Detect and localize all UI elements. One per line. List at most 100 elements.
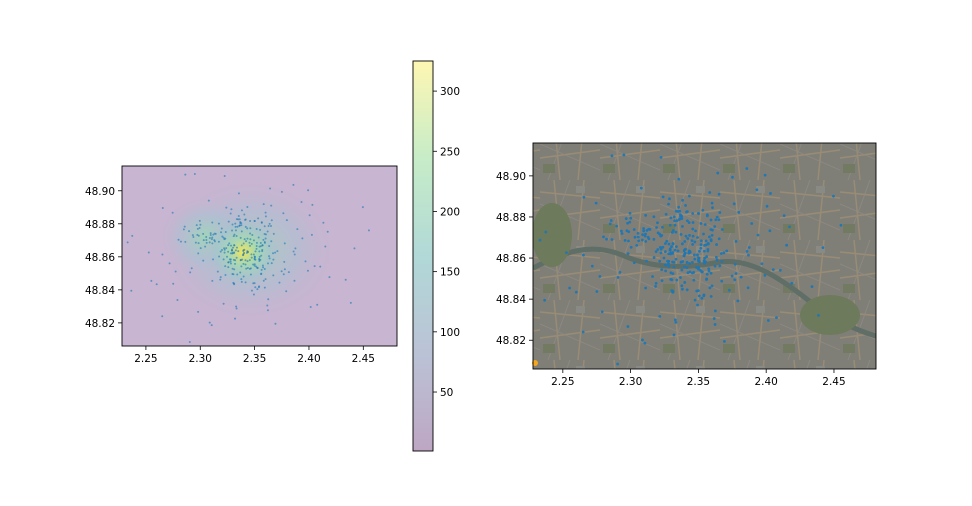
- left-data-point: [188, 341, 191, 344]
- right-data-point: [680, 217, 684, 220]
- left-data-point: [217, 222, 220, 225]
- left-data-point: [328, 276, 331, 279]
- right-data-point: [684, 234, 688, 238]
- left-data-point: [263, 241, 266, 244]
- right-data-point: [680, 284, 684, 288]
- left-data-point: [259, 228, 262, 231]
- left-data-point: [199, 247, 202, 250]
- left-data-point: [237, 214, 240, 217]
- right-data-point: [705, 213, 709, 217]
- left-data-point: [233, 268, 236, 271]
- left-data-point: [248, 259, 251, 262]
- right-data-point: [747, 246, 751, 249]
- left-data-point: [208, 321, 211, 324]
- right-data-point: [636, 235, 640, 239]
- left-data-point: [233, 251, 236, 254]
- right-data-point: [652, 256, 656, 259]
- right-data-point: [619, 229, 623, 233]
- right-data-point: [703, 223, 707, 226]
- left-data-point: [293, 253, 296, 256]
- left-data-point: [252, 253, 255, 256]
- right-data-point: [674, 209, 678, 213]
- right-data-point: [756, 233, 760, 237]
- right-data-point: [691, 260, 694, 264]
- left-data-point: [250, 253, 253, 256]
- left-data-point: [197, 252, 200, 255]
- left-data-point: [239, 222, 242, 225]
- right-data-point: [691, 234, 695, 238]
- right-data-point: [644, 286, 648, 290]
- left-data-point: [240, 230, 243, 233]
- left-data-point: [231, 252, 234, 255]
- right-data-point: [673, 223, 677, 227]
- right-data-point: [687, 221, 691, 225]
- left-data-point: [199, 223, 202, 226]
- left-data-point: [243, 248, 246, 251]
- right-data-point: [755, 188, 759, 192]
- left-data-point: [258, 250, 261, 253]
- left-data-point: [239, 259, 242, 262]
- right-data-point: [681, 198, 684, 202]
- left-data-point: [196, 233, 199, 236]
- right-data-point: [716, 171, 720, 175]
- right-data-point: [602, 235, 605, 239]
- left-data-point: [249, 232, 252, 235]
- right-data-point: [694, 229, 697, 233]
- right-data-point: [685, 210, 689, 213]
- left-data-point: [239, 271, 242, 274]
- right-data-point: [661, 245, 665, 249]
- right-data-point: [691, 227, 695, 231]
- right-data-point: [691, 243, 695, 246]
- left-data-point: [238, 218, 241, 221]
- left-data-point: [266, 309, 269, 312]
- left-data-point: [256, 266, 259, 269]
- left-xtick-label: 2.25: [134, 353, 157, 365]
- right-data-point: [725, 249, 729, 253]
- right-data-point: [677, 177, 681, 181]
- left-data-point: [235, 246, 238, 249]
- left-data-point: [242, 254, 245, 257]
- left-data-point: [224, 273, 227, 276]
- right-data-point: [676, 249, 680, 253]
- left-data-point: [272, 258, 275, 261]
- left-data-point: [264, 237, 267, 240]
- right-data-point: [708, 235, 711, 239]
- left-data-point: [255, 241, 258, 244]
- right-data-point: [674, 257, 678, 261]
- right-data-point: [679, 233, 683, 236]
- left-data-point: [272, 274, 275, 277]
- right-data-point: [667, 202, 670, 206]
- right-data-point: [659, 247, 663, 251]
- left-data-point: [263, 286, 266, 289]
- right-xtick-label: 2.35: [687, 376, 710, 388]
- left-ytick-label: 48.86: [85, 252, 115, 264]
- right-data-point: [665, 239, 669, 243]
- left-data-point: [202, 259, 205, 262]
- left-data-point: [313, 265, 316, 268]
- right-data-point: [702, 259, 706, 263]
- right-data-point: [656, 248, 660, 251]
- left-data-point: [308, 214, 311, 217]
- left-data-point: [231, 272, 234, 275]
- left-data-point: [252, 293, 255, 296]
- left-data-point: [300, 200, 303, 203]
- right-data-point: [687, 194, 691, 198]
- right-data-point: [660, 279, 664, 283]
- right-ytick-label: 48.82: [496, 335, 526, 347]
- left-data-point: [254, 250, 257, 253]
- left-data-point: [235, 305, 238, 308]
- left-data-point: [188, 230, 191, 233]
- left-data-point: [249, 219, 252, 222]
- right-data-point: [684, 247, 687, 251]
- left-data-point: [229, 260, 232, 263]
- right-data-point: [697, 258, 700, 262]
- right-data-point: [702, 232, 705, 236]
- left-data-point: [285, 290, 288, 293]
- park-west: [533, 203, 572, 267]
- right-data-point: [717, 237, 721, 241]
- left-data-point: [252, 282, 255, 285]
- colorbar-tick-label: 200: [440, 206, 460, 218]
- left-data-point: [235, 256, 238, 259]
- right-data-point: [778, 268, 782, 272]
- right-data-point: [691, 221, 695, 224]
